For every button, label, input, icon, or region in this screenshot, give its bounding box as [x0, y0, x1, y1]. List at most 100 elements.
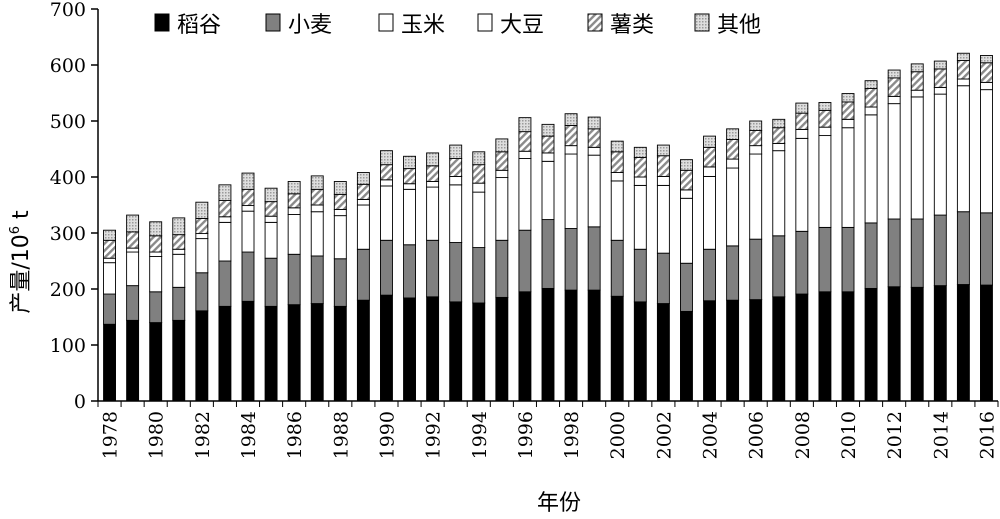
y-axis-title-main: 产量/10 [9, 234, 34, 313]
bar-segment [449, 175, 463, 186]
bar-segment [680, 169, 693, 191]
y-axis: 0 100 200 300 400 500 600 700 [50, 0, 99, 413]
bar-segment [680, 310, 693, 402]
bar-segment [287, 214, 301, 255]
bar-segment [172, 286, 186, 321]
bar-segment [310, 204, 324, 213]
bar-segment [333, 181, 347, 195]
bar-stack [449, 144, 463, 402]
bar-segment [449, 144, 463, 159]
bar-segment [864, 88, 878, 108]
bar-stack [264, 187, 278, 402]
bar-segment [380, 239, 393, 296]
bar-segment [356, 204, 370, 250]
bar-stack [956, 52, 970, 402]
x-tick-label: 2010 [838, 411, 860, 459]
bar-segment [933, 60, 947, 70]
bar-segment [703, 175, 716, 250]
legend-label: 其他 [717, 13, 761, 38]
y-tick-label: 200 [50, 279, 86, 301]
y-tick-label: 300 [50, 223, 86, 245]
legend-swatch [694, 13, 710, 32]
y-tick-label: 0 [74, 391, 86, 413]
bar-segment [564, 228, 578, 291]
y-tick-label: 400 [50, 167, 86, 189]
bar-segment [703, 248, 716, 302]
bar-segment [495, 169, 509, 179]
bar-segment [472, 164, 486, 184]
bar-segment [680, 197, 693, 264]
bars-group [103, 52, 993, 402]
bar-segment [241, 210, 255, 253]
x-tick-label: 2008 [792, 411, 814, 459]
bar-segment [656, 144, 670, 157]
y-axis-title: 产量/106 t [8, 210, 34, 314]
bar-stack [172, 217, 186, 402]
bar-stack [380, 150, 393, 402]
x-tick-label: 1998 [561, 411, 583, 459]
bar-segment [726, 299, 740, 402]
bar-segment [541, 135, 555, 154]
bar-segment [841, 101, 855, 120]
x-tick-label: 2002 [653, 411, 675, 459]
bar-stack [749, 120, 763, 402]
bar-segment [495, 296, 509, 402]
bar-segment [749, 153, 763, 240]
bar-stack [241, 172, 255, 402]
bar-segment [449, 158, 463, 177]
bar-segment [841, 291, 855, 402]
bar-segment [356, 172, 370, 185]
bar-segment [103, 239, 116, 259]
bar-segment [956, 52, 970, 61]
bar-segment [703, 166, 716, 177]
bar-segment [980, 55, 993, 64]
bar-segment [910, 71, 924, 91]
bar-segment [795, 112, 809, 130]
x-tick-label: 1988 [330, 411, 352, 459]
bar-segment [795, 102, 809, 114]
bar-segment [864, 222, 878, 289]
bar-segment [103, 293, 116, 325]
legend-label: 稻谷 [177, 13, 221, 38]
bar-segment [610, 140, 624, 153]
bar-segment [264, 201, 278, 217]
bar-segment [933, 86, 947, 95]
bar-stack [218, 184, 232, 402]
bar-segment [126, 231, 140, 249]
bar-segment [610, 151, 624, 173]
bar-segment [818, 126, 832, 137]
bar-segment [241, 172, 255, 190]
bar-segment [818, 135, 832, 228]
bar-segment [841, 226, 855, 293]
bar-segment [126, 214, 140, 233]
bar-segment [472, 191, 486, 249]
bar-segment [426, 296, 440, 402]
bar-segment [749, 145, 763, 155]
bar-segment [656, 175, 670, 186]
bar-segment [703, 300, 716, 402]
bar-segment [864, 80, 878, 89]
bar-segment [403, 244, 416, 299]
bar-segment [218, 221, 232, 262]
bar-segment [126, 285, 140, 321]
bar-stack [472, 151, 486, 402]
bar-segment [933, 93, 947, 216]
bar-stack [541, 123, 555, 402]
bar-segment [841, 127, 855, 228]
bar-segment [426, 186, 440, 241]
bar-stack [818, 102, 832, 402]
bar-stack [841, 93, 855, 402]
bar-stack [495, 138, 509, 402]
bar-segment [726, 158, 740, 169]
bar-segment [310, 188, 324, 206]
bar-segment [241, 251, 255, 302]
legend-swatch [587, 13, 603, 32]
bar-segment [703, 135, 716, 148]
bar-segment [287, 253, 301, 306]
bar-segment [541, 152, 555, 162]
bar-segment [333, 305, 347, 402]
bar-segment [287, 304, 301, 402]
legend-swatch [477, 13, 493, 32]
bar-segment [264, 187, 278, 203]
bar-segment [887, 95, 901, 105]
